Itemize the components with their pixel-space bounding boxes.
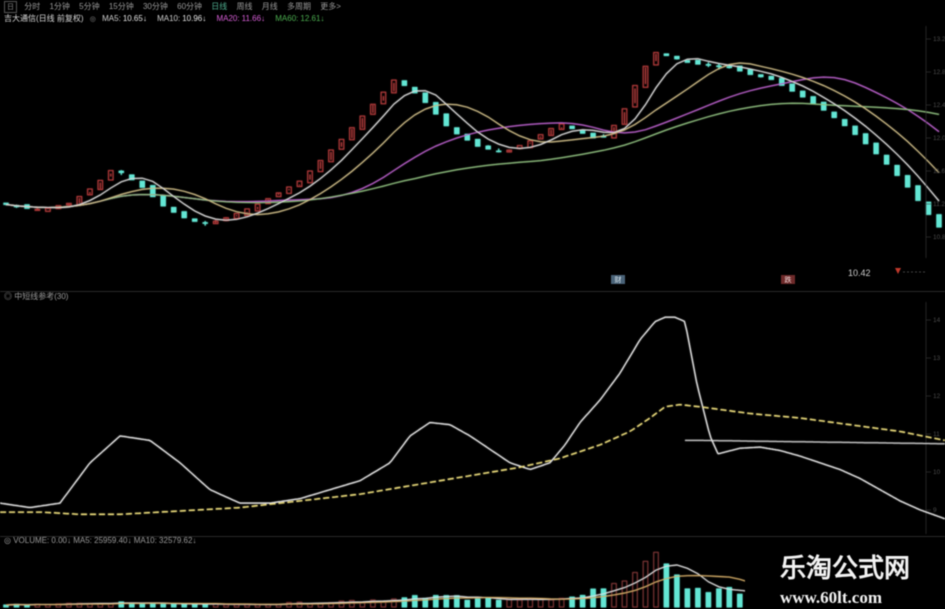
svg-text:10.8: 10.8 — [933, 234, 945, 241]
svg-text:跌: 跌 — [785, 275, 792, 284]
svg-text:14: 14 — [933, 317, 941, 324]
svg-text:13: 13 — [933, 355, 941, 362]
svg-text:12: 12 — [933, 393, 941, 400]
svg-text:10.42: 10.42 — [848, 268, 871, 278]
svg-text:财: 财 — [615, 275, 622, 284]
svg-text:11.6: 11.6 — [933, 168, 945, 175]
svg-text:11: 11 — [933, 431, 940, 438]
svg-text:9: 9 — [933, 507, 937, 514]
svg-text:12.4: 12.4 — [933, 102, 945, 109]
svg-text:13.2: 13.2 — [933, 36, 945, 43]
svg-text:10: 10 — [933, 469, 941, 476]
svg-text:12.8: 12.8 — [933, 69, 945, 76]
svg-text:12.0: 12.0 — [933, 135, 945, 142]
svg-text:11.2: 11.2 — [933, 201, 945, 208]
